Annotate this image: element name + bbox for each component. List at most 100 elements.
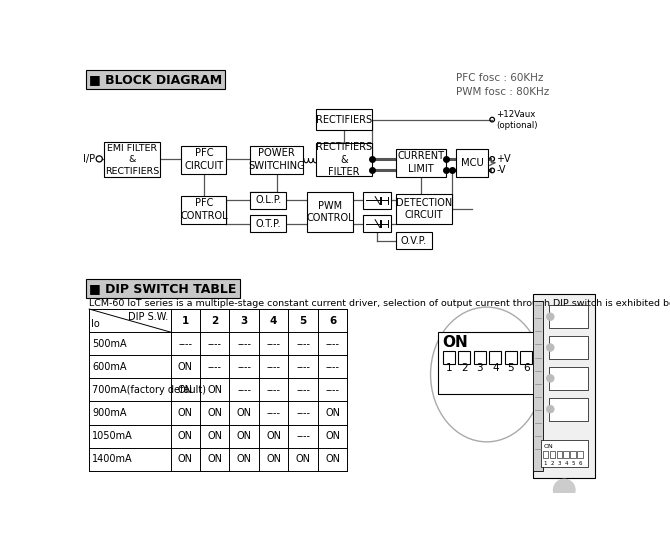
- Circle shape: [553, 479, 575, 501]
- Text: DIP S.W.: DIP S.W.: [128, 312, 168, 322]
- Bar: [541, 440, 588, 467]
- Text: 1: 1: [446, 363, 452, 373]
- Text: O.T.P.: O.T.P.: [255, 219, 281, 229]
- Bar: [438, 332, 539, 394]
- Bar: [456, 149, 488, 177]
- Bar: [251, 146, 303, 173]
- Bar: [578, 451, 583, 458]
- Text: ----: ----: [267, 408, 281, 418]
- Text: ON: ON: [266, 454, 281, 464]
- Text: PFC
CIRCUIT: PFC CIRCUIT: [184, 148, 224, 171]
- Text: ON: ON: [237, 454, 252, 464]
- Text: 6: 6: [523, 363, 529, 373]
- Text: POWER
SWITCHING: POWER SWITCHING: [249, 148, 305, 171]
- Bar: [533, 301, 543, 471]
- Circle shape: [547, 375, 554, 382]
- Text: O.V.P.: O.V.P.: [401, 235, 427, 245]
- Text: ON: ON: [207, 454, 222, 464]
- Text: Io: Io: [92, 319, 100, 329]
- Text: ----: ----: [237, 338, 251, 348]
- Bar: [549, 398, 588, 420]
- Text: ----: ----: [296, 338, 310, 348]
- Text: 6: 6: [329, 316, 336, 326]
- Bar: [549, 367, 588, 390]
- Text: ----: ----: [326, 362, 340, 372]
- Text: I/P: I/P: [83, 154, 95, 164]
- Text: ----: ----: [296, 408, 310, 418]
- Text: ON: ON: [207, 431, 222, 441]
- Bar: [443, 351, 455, 363]
- Text: 5: 5: [507, 363, 514, 373]
- Text: ON: ON: [237, 408, 252, 418]
- Text: ----: ----: [208, 338, 222, 348]
- Text: ■ DIP SWITCH TABLE: ■ DIP SWITCH TABLE: [89, 282, 237, 295]
- Text: ----: ----: [208, 362, 222, 372]
- Text: ----: ----: [267, 362, 281, 372]
- Text: ----: ----: [178, 338, 192, 348]
- Text: ----: ----: [296, 385, 310, 395]
- Text: ON: ON: [178, 362, 193, 372]
- Bar: [505, 351, 517, 363]
- Bar: [533, 294, 595, 479]
- Text: LCM-60 IoT series is a multiple-stage constant current driver, selection of outp: LCM-60 IoT series is a multiple-stage co…: [89, 299, 670, 308]
- Bar: [251, 192, 286, 209]
- Bar: [307, 192, 354, 232]
- Text: 2: 2: [461, 363, 468, 373]
- Text: 2: 2: [211, 316, 218, 326]
- Text: CURRENT
LIMIT: CURRENT LIMIT: [398, 151, 445, 174]
- Text: ----: ----: [296, 431, 310, 441]
- Text: PWM
CONTROL: PWM CONTROL: [306, 201, 354, 223]
- Text: -V: -V: [496, 166, 506, 176]
- Text: ON: ON: [325, 454, 340, 464]
- Text: 1050mA: 1050mA: [92, 431, 133, 441]
- Text: O.L.P.: O.L.P.: [255, 196, 281, 206]
- Text: 600mA: 600mA: [92, 362, 127, 372]
- Bar: [549, 336, 588, 359]
- Text: 700mA(factory default): 700mA(factory default): [92, 385, 206, 395]
- Bar: [104, 142, 159, 177]
- Text: RECTIFIERS
&
FILTER: RECTIFIERS & FILTER: [316, 142, 373, 177]
- Bar: [520, 351, 533, 363]
- Text: PFC fosc : 60KHz
PWM fosc : 80KHz: PFC fosc : 60KHz PWM fosc : 80KHz: [456, 73, 549, 98]
- Text: EMI FILTER
&
RECTIFIERS: EMI FILTER & RECTIFIERS: [105, 143, 159, 176]
- Text: +V: +V: [496, 154, 511, 164]
- Bar: [182, 146, 226, 173]
- Text: ON: ON: [207, 408, 222, 418]
- Text: 5: 5: [299, 316, 307, 326]
- Text: ----: ----: [326, 338, 340, 348]
- Text: ON: ON: [325, 408, 340, 418]
- Text: ----: ----: [267, 385, 281, 395]
- Text: ON: ON: [178, 431, 193, 441]
- Text: 1400mA: 1400mA: [92, 454, 133, 464]
- Bar: [251, 215, 286, 232]
- Text: ■ BLOCK DIAGRAM: ■ BLOCK DIAGRAM: [89, 73, 222, 86]
- Bar: [563, 451, 569, 458]
- Text: ON: ON: [178, 408, 193, 418]
- Text: ----: ----: [237, 385, 251, 395]
- Text: MCU: MCU: [460, 158, 484, 168]
- Text: ----: ----: [326, 385, 340, 395]
- Circle shape: [547, 313, 554, 321]
- Text: 3: 3: [476, 363, 483, 373]
- Bar: [316, 109, 372, 130]
- Text: 2: 2: [551, 461, 554, 466]
- Text: RECTIFIERS: RECTIFIERS: [316, 115, 373, 125]
- Bar: [396, 232, 431, 249]
- Bar: [549, 305, 588, 329]
- Text: 4: 4: [564, 461, 568, 466]
- Bar: [489, 351, 501, 363]
- Bar: [362, 215, 391, 232]
- Text: PFC
CONTROL: PFC CONTROL: [180, 198, 228, 221]
- Bar: [396, 193, 452, 224]
- Text: ON: ON: [178, 385, 193, 395]
- Text: ----: ----: [296, 362, 310, 372]
- Text: 3: 3: [241, 316, 248, 326]
- Bar: [396, 149, 446, 177]
- Text: +12Vaux
(optional): +12Vaux (optional): [496, 110, 537, 130]
- Text: ON: ON: [178, 454, 193, 464]
- Text: 5: 5: [572, 461, 575, 466]
- Bar: [570, 451, 576, 458]
- Text: ON: ON: [544, 444, 554, 449]
- Text: ON: ON: [266, 431, 281, 441]
- Text: 3: 3: [557, 461, 561, 466]
